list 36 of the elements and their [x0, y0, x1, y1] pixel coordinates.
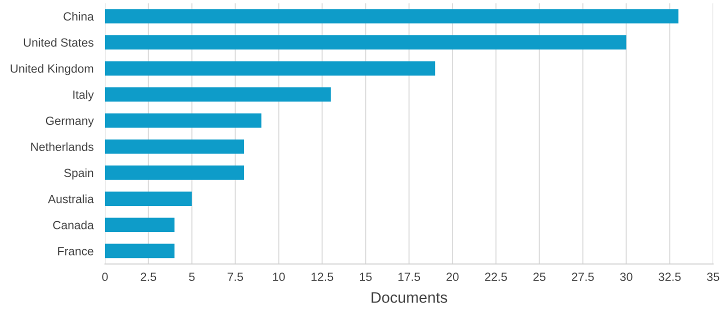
- x-tick-label: 12.5: [312, 272, 334, 282]
- y-tick-label: United States: [24, 38, 94, 47]
- bar: [104, 9, 678, 24]
- x-tick-label: 30: [620, 272, 632, 282]
- y-tick-label: China: [64, 12, 94, 21]
- x-tick-label: 32.5: [658, 272, 681, 282]
- x-tick-label: 5: [189, 272, 195, 282]
- x-tick-label: 2.5: [140, 272, 156, 282]
- bar: [104, 139, 244, 154]
- y-tick-label: United Kingdom: [10, 64, 94, 76]
- bar: [104, 87, 331, 102]
- bar: [104, 166, 244, 180]
- x-tick-label: 22.5: [485, 272, 507, 282]
- x-tick-label: 15: [360, 272, 372, 282]
- bar: [104, 61, 436, 76]
- bar: [104, 35, 626, 50]
- x-tick-label: 20: [446, 272, 459, 282]
- x-tick-label: 7.5: [228, 272, 244, 282]
- x-tick-label: 0: [102, 272, 108, 282]
- bar: [104, 113, 262, 128]
- y-tick-label: Germany: [46, 116, 94, 128]
- y-tick-label: Australia: [48, 194, 94, 204]
- x-tick-label: 35: [707, 272, 720, 282]
- y-tick-label: Canada: [53, 220, 94, 230]
- x-tick-label: 10: [273, 272, 285, 282]
- y-tick-label: Italy: [73, 90, 94, 102]
- y-tick-label: France: [58, 247, 94, 256]
- bar: [104, 244, 174, 258]
- x-tick-label: 25: [533, 272, 546, 282]
- x-axis-title: Documents: [372, 292, 448, 303]
- x-tick-label: 27.5: [572, 272, 594, 282]
- y-tick-label: Netherlands: [31, 142, 94, 152]
- x-tick-label: 17.5: [398, 272, 420, 282]
- bar: [104, 218, 174, 232]
- y-tick-label: Spain: [64, 168, 94, 180]
- bar: [104, 192, 192, 206]
